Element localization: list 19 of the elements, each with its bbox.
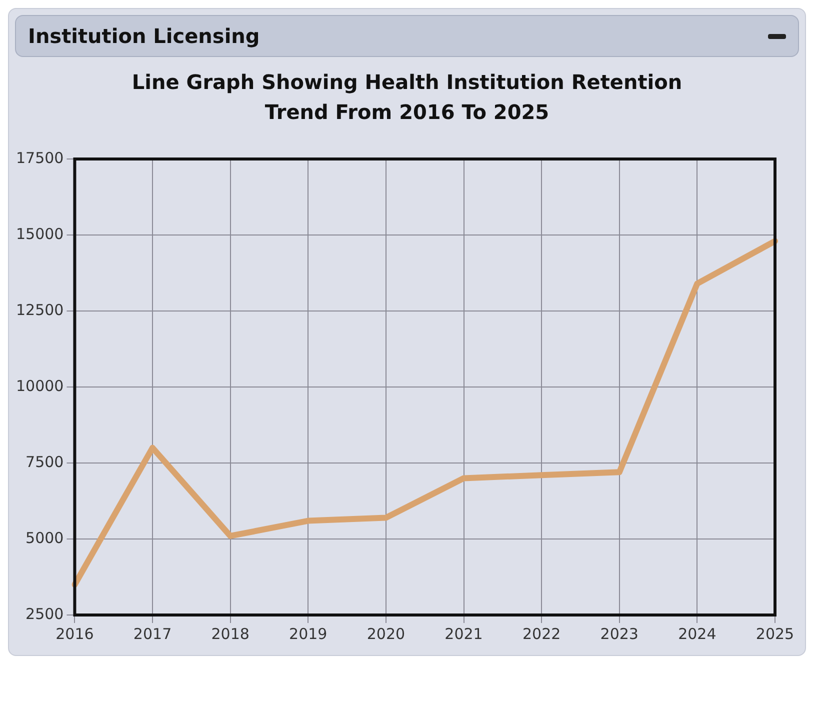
y-tick-label: 17500: [16, 148, 64, 167]
y-tick-label: 2500: [26, 604, 64, 623]
y-tick-label: 7500: [26, 452, 64, 471]
x-tick-label: 2023: [600, 624, 638, 643]
x-tick-label: 2018: [211, 624, 250, 643]
text: Institution Licensing: [28, 24, 260, 48]
x-tick-label: 2020: [366, 624, 406, 643]
chart-title: Line Graph Showing Health Institution Retention Trend From 2016 To 2025: [130, 69, 684, 126]
y-tick-label: 10000: [16, 376, 64, 395]
y-tick-label: 5000: [26, 528, 64, 547]
x-tick-label: 2017: [133, 624, 172, 643]
y-tick-label: 12500: [16, 300, 64, 319]
x-tick-label: 2019: [289, 624, 328, 643]
x-tick-label: 2021: [444, 624, 483, 643]
x-tick-label: 2025: [756, 624, 794, 643]
y-tick-label: 15000: [16, 224, 64, 243]
x-tick-label: 2024: [678, 624, 716, 643]
x-tick-label: 2016: [56, 624, 94, 643]
x-tick-label: 2022: [522, 624, 561, 643]
